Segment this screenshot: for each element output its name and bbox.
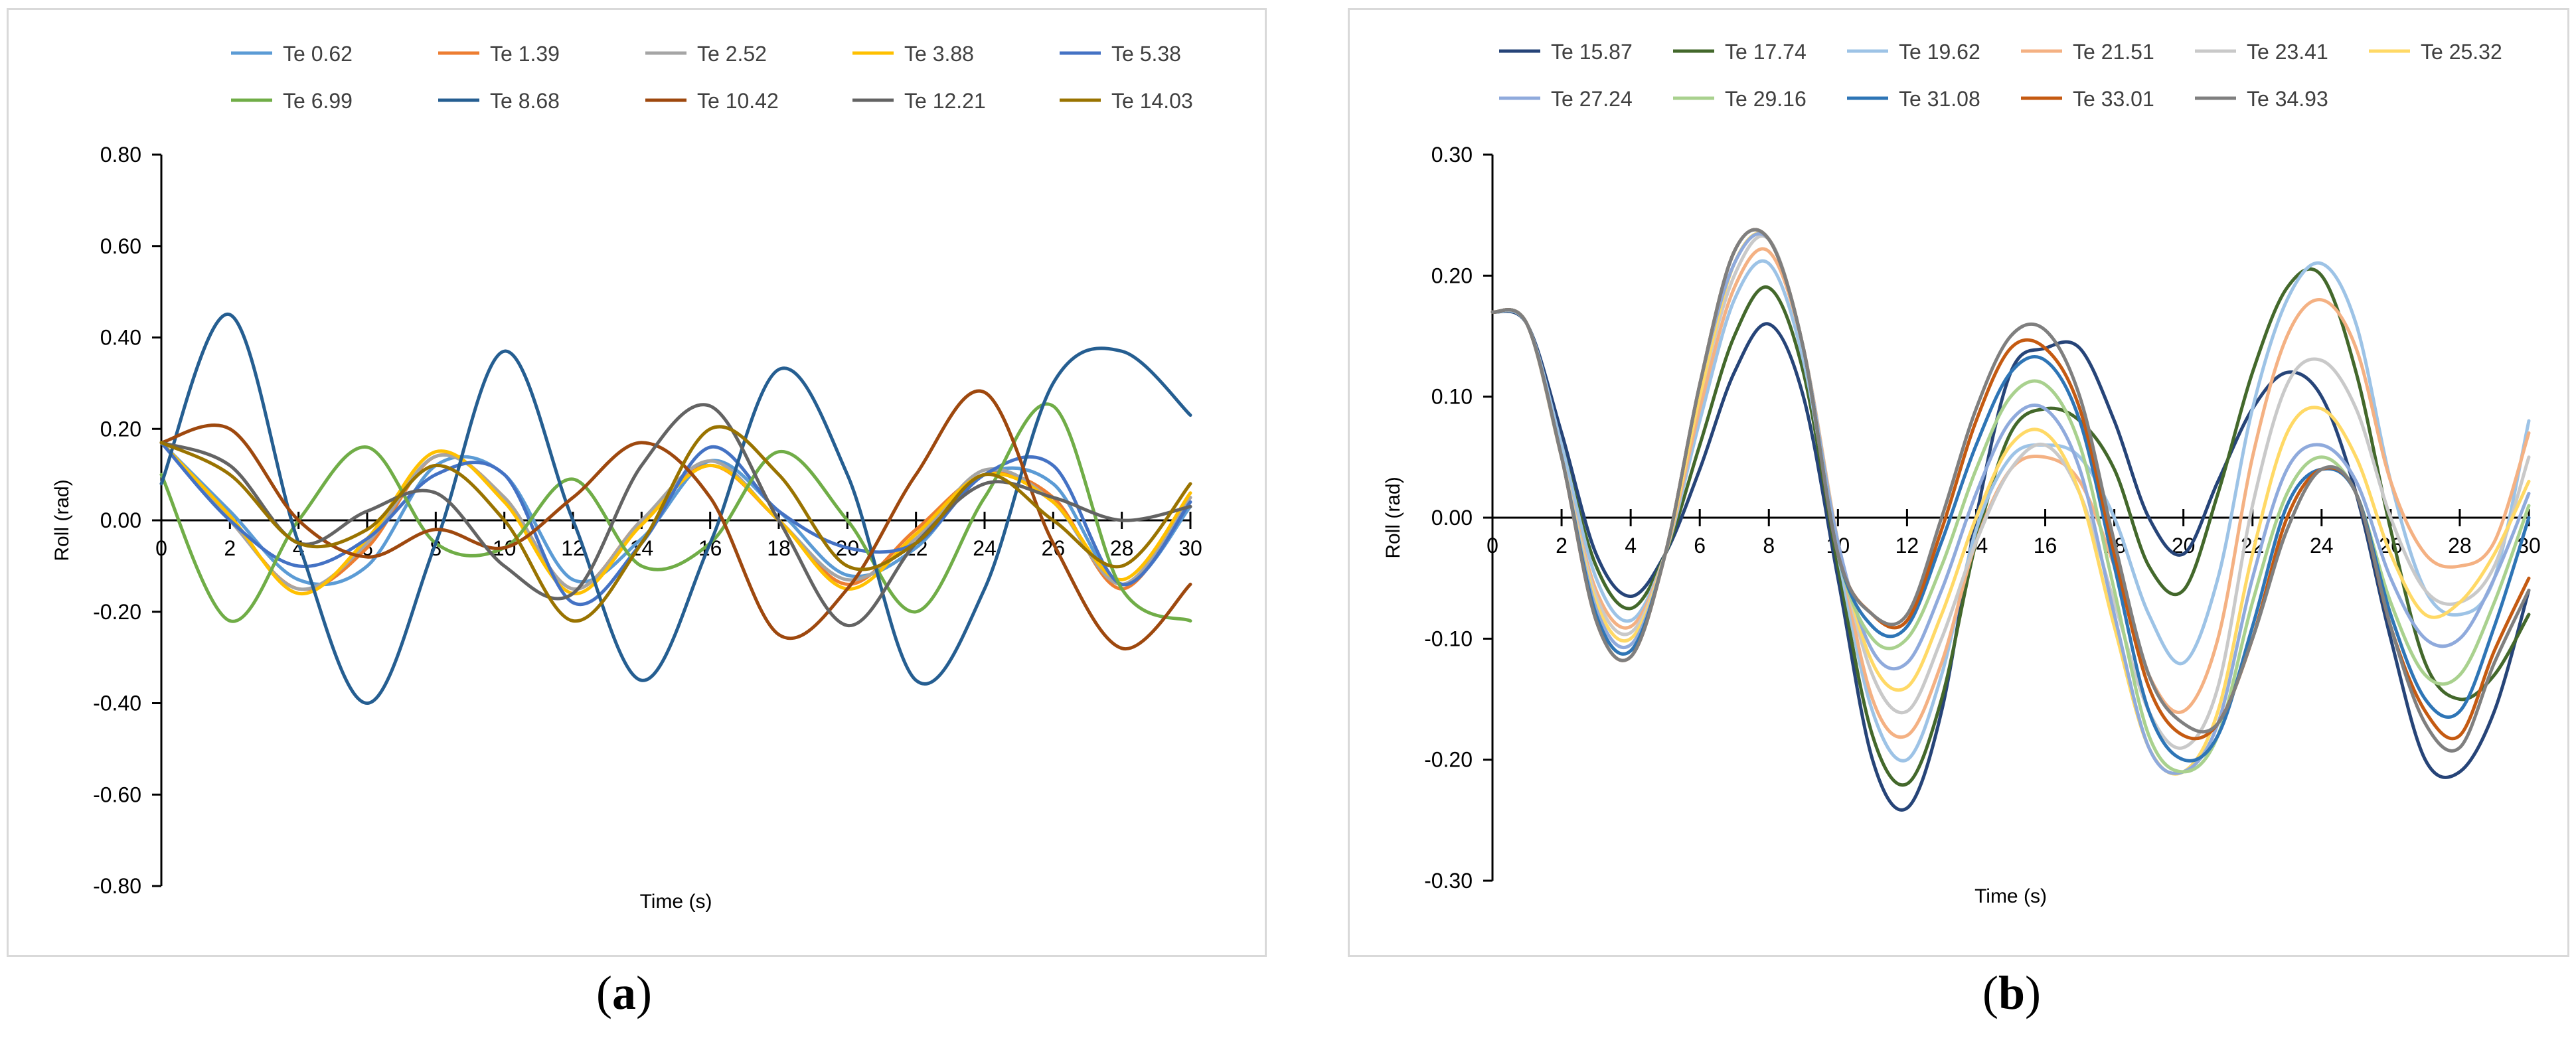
y-tick-label-a-3: -0.20 (93, 600, 141, 624)
series-line-a-3 (159, 441, 1192, 596)
caption-a-close: ) (636, 966, 652, 1019)
caption-a-letter: a (612, 966, 636, 1019)
x-tick-label-b-1: 2 (1556, 534, 1568, 557)
legend-label-b-10: Te 34.93 (2247, 87, 2328, 111)
legend-label-a-5: Te 6.99 (283, 89, 353, 113)
caption-b-letter: b (1998, 966, 2026, 1019)
x-tick-label-b-6: 12 (1895, 534, 1919, 557)
legend-label-a-0: Te 0.62 (283, 42, 353, 66)
y-tick-label-b-5: 0.20 (1431, 263, 1473, 287)
caption-b-open: ( (1982, 966, 1998, 1019)
caption-b: (b) (1945, 966, 2078, 1021)
y-tick-label-b-4: 0.10 (1431, 385, 1473, 409)
y-tick-label-a-7: 0.60 (100, 234, 141, 258)
x-tick-label-a-14: 28 (1110, 536, 1134, 560)
legend-label-a-3: Te 3.88 (904, 42, 974, 66)
series-line-b-8 (1490, 228, 2531, 763)
y-tick-label-b-6: 0.30 (1431, 143, 1473, 167)
legend-label-b-9: Te 33.01 (2073, 87, 2154, 111)
series-line-a-4 (159, 441, 1192, 607)
caption-a-open: ( (596, 966, 612, 1019)
legend-label-b-1: Te 17.74 (1725, 40, 1807, 64)
y-tick-label-a-8: 0.80 (100, 143, 141, 167)
x-tick-label-b-8: 16 (2034, 534, 2057, 557)
series-line-a-8 (159, 403, 1192, 627)
y-tick-label-b-0: -0.30 (1424, 869, 1473, 893)
y-tick-label-a-6: 0.40 (100, 326, 141, 350)
x-axis-label-b: Time (s) (1974, 885, 2047, 907)
x-tick-label-a-15: 30 (1178, 536, 1202, 560)
x-tick-label-b-14: 28 (2448, 534, 2472, 557)
legend-label-a-1: Te 1.39 (490, 42, 560, 66)
y-tick-label-a-5: 0.20 (100, 417, 141, 441)
y-axis-label-a: Roll (rad) (51, 479, 73, 561)
legend-label-b-3: Te 21.51 (2073, 40, 2154, 64)
y-tick-label-a-0: -0.80 (93, 874, 141, 898)
chart-b-svg: Te 15.87 Te 17.74 Te 19.62 Te 21.51 Te 23.41… (1382, 40, 2541, 907)
legend-label-b-6: Te 27.24 (1551, 87, 1633, 111)
caption-a: (a) (558, 966, 690, 1021)
x-tick-label-a-0: 0 (155, 536, 167, 560)
legend-label-b-8: Te 31.08 (1899, 87, 1980, 111)
series-line-b-5 (1490, 232, 2531, 776)
chart-a-svg: Te 0.62 Te 1.39 Te 2.52 Te 3.88 Te 5.38 Te 6.… (51, 42, 1202, 913)
caption-b-close: ) (2025, 966, 2041, 1019)
y-tick-label-b-2: -0.10 (1424, 627, 1473, 650)
legend-label-b-2: Te 19.62 (1899, 40, 1980, 64)
legend-label-a-4: Te 5.38 (1111, 42, 1181, 66)
x-tick-label-b-0: 0 (1487, 534, 1498, 557)
y-tick-label-b-1: -0.20 (1424, 748, 1473, 772)
x-tick-label-b-12: 24 (2310, 534, 2334, 557)
legend-label-a-8: Te 12.21 (904, 89, 986, 113)
y-tick-label-a-4: 0.00 (100, 508, 141, 532)
x-axis-label-a: Time (s) (640, 891, 712, 913)
series-line-a-0 (159, 441, 1192, 587)
x-tick-label-b-2: 4 (1625, 534, 1637, 557)
legend-label-a-2: Te 2.52 (697, 42, 767, 66)
y-tick-label-a-2: -0.40 (93, 692, 141, 715)
legend-label-b-4: Te 23.41 (2247, 40, 2328, 64)
series-line-b-9 (1490, 228, 2531, 741)
series-line-b-4 (1490, 234, 2531, 750)
legend-label-b-5: Te 25.32 (2421, 40, 2502, 64)
y-tick-label-a-1: -0.60 (93, 782, 141, 806)
x-tick-label-b-3: 6 (1694, 534, 1706, 557)
x-tick-label-a-12: 24 (973, 536, 997, 560)
series-group-a (159, 313, 1192, 705)
legend-label-b-7: Te 29.16 (1725, 87, 1807, 111)
y-tick-label-b-3: 0.00 (1431, 506, 1473, 530)
legend-label-a-9: Te 14.03 (1111, 89, 1193, 113)
legend-label-a-6: Te 8.68 (490, 89, 560, 113)
legend-label-b-0: Te 15.87 (1551, 40, 1633, 64)
chart-panel-b: Te 15.87 Te 17.74 Te 19.62 Te 21.51 Te 23.41… (1348, 8, 2569, 957)
series-line-b-3 (1490, 247, 2531, 739)
series-group-b (1490, 228, 2531, 812)
series-line-a-5 (159, 402, 1192, 623)
legend-label-a-7: Te 10.42 (697, 89, 779, 113)
series-line-b-10 (1490, 228, 2531, 753)
x-tick-label-a-9: 18 (767, 536, 791, 560)
x-tick-label-a-1: 2 (224, 536, 236, 560)
x-tick-label-b-4: 8 (1763, 534, 1775, 557)
y-axis-label-b: Roll (rad) (1382, 477, 1404, 558)
series-line-a-9 (159, 425, 1192, 623)
series-line-a-6 (159, 313, 1192, 705)
chart-panel-a: Te 0.62 Te 1.39 Te 2.52 Te 3.88 Te 5.38 Te 6.… (7, 8, 1267, 957)
